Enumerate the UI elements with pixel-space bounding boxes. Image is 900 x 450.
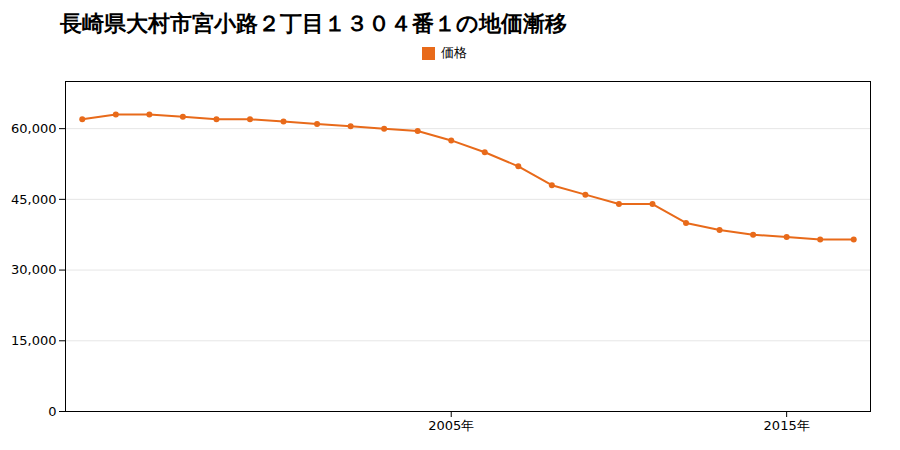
svg-text:30,000: 30,000 <box>11 262 57 277</box>
svg-text:60,000: 60,000 <box>11 121 57 136</box>
html-text:価格: 価格 <box>440 45 467 60</box>
svg-text:2005年: 2005年 <box>428 418 474 433</box>
svg-text:0: 0 <box>48 404 56 419</box>
svg-text:2015年: 2015年 <box>764 418 810 433</box>
svg-text:45,000: 45,000 <box>11 192 57 207</box>
svg-text:15,000: 15,000 <box>11 333 57 348</box>
html-text:長崎県大村市宮小路２丁目１３０４番１の地価漸移: 長崎県大村市宮小路２丁目１３０４番１の地価漸移 <box>60 11 567 36</box>
